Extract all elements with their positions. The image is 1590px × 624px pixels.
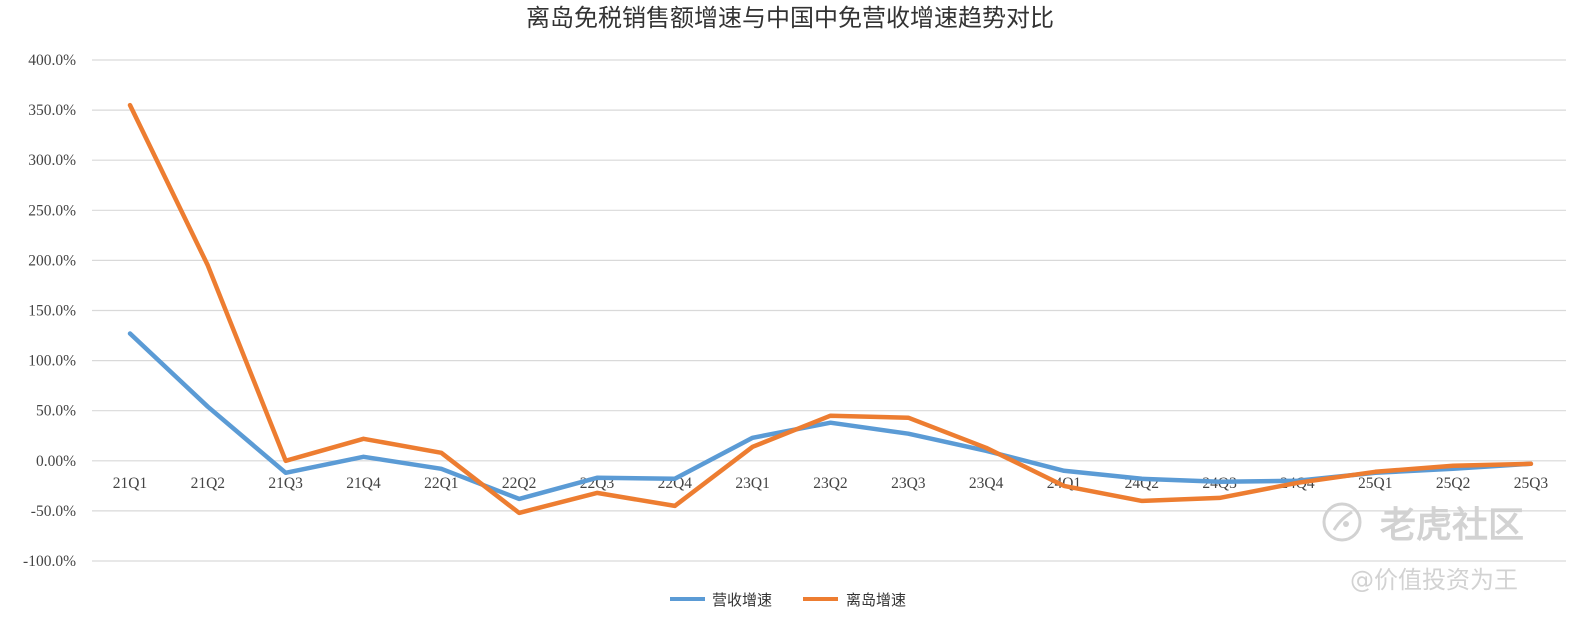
y-tick-label: 0.00%: [36, 453, 76, 470]
x-tick-label: 25Q1: [1358, 475, 1392, 492]
y-tick-label: -100.0%: [23, 553, 76, 570]
y-tick-label: 200.0%: [28, 252, 76, 269]
y-tick-label: 400.0%: [28, 52, 76, 69]
y-tick-label: 150.0%: [28, 303, 76, 320]
y-tick-label: 300.0%: [28, 152, 76, 169]
legend-label-revenue: 营收增速: [712, 591, 772, 609]
x-tick-label: 21Q2: [191, 475, 225, 492]
watermark: 老虎社区 @价值投资为王: [1322, 502, 1524, 594]
grid: [92, 59, 1566, 562]
y-axis: 400.0% 350.0% 300.0% 250.0% 200.0% 150.0% 100.…: [23, 52, 76, 570]
watermark-brand: 老虎社区: [1380, 505, 1524, 546]
x-tick-label: 22Q2: [502, 475, 536, 492]
y-tick-label: -50.0%: [31, 503, 76, 520]
y-tick-label: 350.0%: [28, 102, 76, 119]
series-lines: [127, 102, 1534, 516]
x-tick-label: 21Q4: [346, 475, 381, 492]
x-tick-label: 23Q3: [891, 475, 926, 492]
legend: 营收增速 离岛增速: [670, 591, 906, 609]
legend-label-island: 离岛增速: [846, 591, 906, 609]
x-tick-label: 25Q2: [1436, 475, 1470, 492]
x-tick-label: 21Q3: [268, 475, 303, 492]
x-tick-label: 23Q1: [735, 475, 769, 492]
chart-title: 离岛免税销售额增速与中国中免营收增速趋势对比: [526, 4, 1054, 32]
series-line-1: [127, 102, 1534, 516]
y-tick-label: 100.0%: [28, 353, 76, 370]
y-tick-label: 50.0%: [36, 403, 76, 420]
x-tick-label: 23Q2: [813, 475, 847, 492]
x-tick-label: 25Q3: [1514, 475, 1549, 492]
x-tick-label: 23Q4: [969, 475, 1004, 492]
x-axis: 21Q1 21Q2 21Q3 21Q4 22Q1 22Q2 22Q3 22Q4 23Q1 23Q2…: [113, 475, 1549, 492]
tiger-logo-icon: [1322, 502, 1362, 542]
y-tick-label: 250.0%: [28, 202, 76, 219]
x-tick-label: 22Q1: [424, 475, 458, 492]
watermark-author: @价值投资为王: [1350, 566, 1518, 594]
x-tick-label: 21Q1: [113, 475, 147, 492]
